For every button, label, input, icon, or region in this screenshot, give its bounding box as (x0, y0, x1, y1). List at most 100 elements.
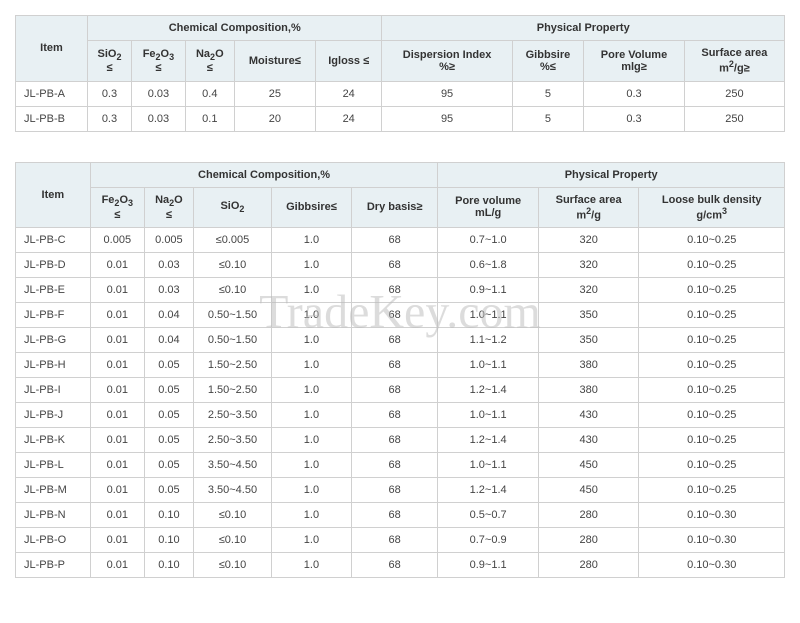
table-row: JL-PB-L0.010.053.50~4.501.0681.0~1.14500… (16, 453, 785, 478)
group-chem: Chemical Composition,% (90, 162, 438, 187)
cell-pore: 1.0~1.1 (438, 453, 539, 478)
cell-na2o: 0.005 (144, 228, 193, 253)
cell-drybasis: 68 (351, 303, 438, 328)
cell-sio2: 3.50~4.50 (193, 453, 271, 478)
table-row: JL-PB-P0.010.10≤0.101.0680.9~1.12800.10~… (16, 553, 785, 578)
table-row: JL-PB-H0.010.051.50~2.501.0681.0~1.13800… (16, 353, 785, 378)
cell-fe2o3: 0.01 (90, 353, 144, 378)
cell-bulk: 0.10~0.25 (639, 353, 785, 378)
cell-na2o: 0.10 (144, 553, 193, 578)
cell-dispersion: 95 (382, 106, 512, 131)
cell-item: JL-PB-H (16, 353, 91, 378)
cell-gibbsire: 5 (512, 106, 584, 131)
cell-drybasis: 68 (351, 278, 438, 303)
cell-sio2: ≤0.10 (193, 528, 271, 553)
cell-bulk: 0.10~0.30 (639, 503, 785, 528)
cell-moisture: 25 (234, 81, 315, 106)
col-sio2: SiO2 (193, 187, 271, 228)
cell-na2o: 0.05 (144, 428, 193, 453)
cell-gibbsire: 1.0 (271, 478, 351, 503)
cell-fe2o3: 0.03 (131, 81, 185, 106)
cell-bulk: 0.10~0.25 (639, 453, 785, 478)
cell-item: JL-PB-P (16, 553, 91, 578)
col-item: Item (16, 162, 91, 228)
cell-pore: 0.9~1.1 (438, 553, 539, 578)
spec-table-2: Item Chemical Composition,% Physical Pro… (15, 162, 785, 579)
table-row: JL-PB-E0.010.03≤0.101.0680.9~1.13200.10~… (16, 278, 785, 303)
cell-sio2: 3.50~4.50 (193, 478, 271, 503)
cell-na2o: 0.05 (144, 378, 193, 403)
cell-fe2o3: 0.01 (90, 453, 144, 478)
cell-pore: 0.9~1.1 (438, 278, 539, 303)
cell-gibbsire: 1.0 (271, 278, 351, 303)
cell-sio2: ≤0.10 (193, 503, 271, 528)
cell-fe2o3: 0.01 (90, 253, 144, 278)
cell-fe2o3: 0.01 (90, 553, 144, 578)
cell-gibbsire: 1.0 (271, 328, 351, 353)
cell-pore: 1.0~1.1 (438, 403, 539, 428)
table-row: JL-PB-A0.30.030.425249550.3250 (16, 81, 785, 106)
cell-igloss: 24 (315, 81, 382, 106)
cell-fe2o3: 0.01 (90, 278, 144, 303)
cell-item: JL-PB-I (16, 378, 91, 403)
cell-gibbsire: 1.0 (271, 503, 351, 528)
cell-surface: 320 (538, 278, 639, 303)
cell-surface: 380 (538, 378, 639, 403)
table-row: JL-PB-M0.010.053.50~4.501.0681.2~1.44500… (16, 478, 785, 503)
cell-fe2o3: 0.01 (90, 303, 144, 328)
col-surface: Surface aream2/g≥ (684, 41, 784, 82)
cell-na2o: 0.04 (144, 328, 193, 353)
table-row: JL-PB-N0.010.10≤0.101.0680.5~0.72800.10~… (16, 503, 785, 528)
cell-na2o: 0.03 (144, 253, 193, 278)
cell-sio2: ≤0.10 (193, 253, 271, 278)
cell-na2o: 0.05 (144, 478, 193, 503)
cell-gibbsire: 5 (512, 81, 584, 106)
cell-gibbsire: 1.0 (271, 253, 351, 278)
cell-drybasis: 68 (351, 478, 438, 503)
group-phys: Physical Property (438, 162, 785, 187)
cell-drybasis: 68 (351, 403, 438, 428)
cell-sio2: 0.3 (87, 81, 131, 106)
cell-item: JL-PB-O (16, 528, 91, 553)
cell-pore: 0.7~0.9 (438, 528, 539, 553)
cell-pore: 1.1~1.2 (438, 328, 539, 353)
cell-na2o: 0.05 (144, 453, 193, 478)
cell-fe2o3: 0.01 (90, 378, 144, 403)
cell-bulk: 0.10~0.25 (639, 378, 785, 403)
cell-na2o: 0.10 (144, 503, 193, 528)
table-row: JL-PB-J0.010.052.50~3.501.0681.0~1.14300… (16, 403, 785, 428)
cell-surface: 280 (538, 503, 639, 528)
cell-na2o: 0.03 (144, 278, 193, 303)
cell-pore: 0.7~1.0 (438, 228, 539, 253)
table-row: JL-PB-I0.010.051.50~2.501.0681.2~1.43800… (16, 378, 785, 403)
cell-sio2: 2.50~3.50 (193, 428, 271, 453)
cell-item: JL-PB-L (16, 453, 91, 478)
cell-surface: 280 (538, 528, 639, 553)
cell-drybasis: 68 (351, 228, 438, 253)
col-fe2o3: Fe2O3≤ (90, 187, 144, 228)
cell-pore: 0.6~1.8 (438, 253, 539, 278)
cell-bulk: 0.10~0.25 (639, 278, 785, 303)
cell-fe2o3: 0.01 (90, 478, 144, 503)
cell-bulk: 0.10~0.30 (639, 553, 785, 578)
cell-drybasis: 68 (351, 378, 438, 403)
col-gibbsire: Gibbsire≤ (271, 187, 351, 228)
cell-gibbsire: 1.0 (271, 403, 351, 428)
col-surface: Surface aream2/g (538, 187, 639, 228)
table-row: JL-PB-F0.010.040.50~1.501.0681.0~1.13500… (16, 303, 785, 328)
col-na2o: Na2O≤ (185, 41, 234, 82)
cell-gibbsire: 1.0 (271, 228, 351, 253)
cell-bulk: 0.10~0.25 (639, 478, 785, 503)
cell-igloss: 24 (315, 106, 382, 131)
cell-drybasis: 68 (351, 503, 438, 528)
cell-surface: 430 (538, 428, 639, 453)
cell-fe2o3: 0.01 (90, 403, 144, 428)
col-bulk: Loose bulk densityg/cm3 (639, 187, 785, 228)
cell-fe2o3: 0.01 (90, 328, 144, 353)
cell-surface: 320 (538, 228, 639, 253)
cell-gibbsire: 1.0 (271, 378, 351, 403)
cell-item: JL-PB-C (16, 228, 91, 253)
col-pore: Pore Volumemlg≥ (584, 41, 685, 82)
cell-item: JL-PB-F (16, 303, 91, 328)
cell-bulk: 0.10~0.25 (639, 228, 785, 253)
